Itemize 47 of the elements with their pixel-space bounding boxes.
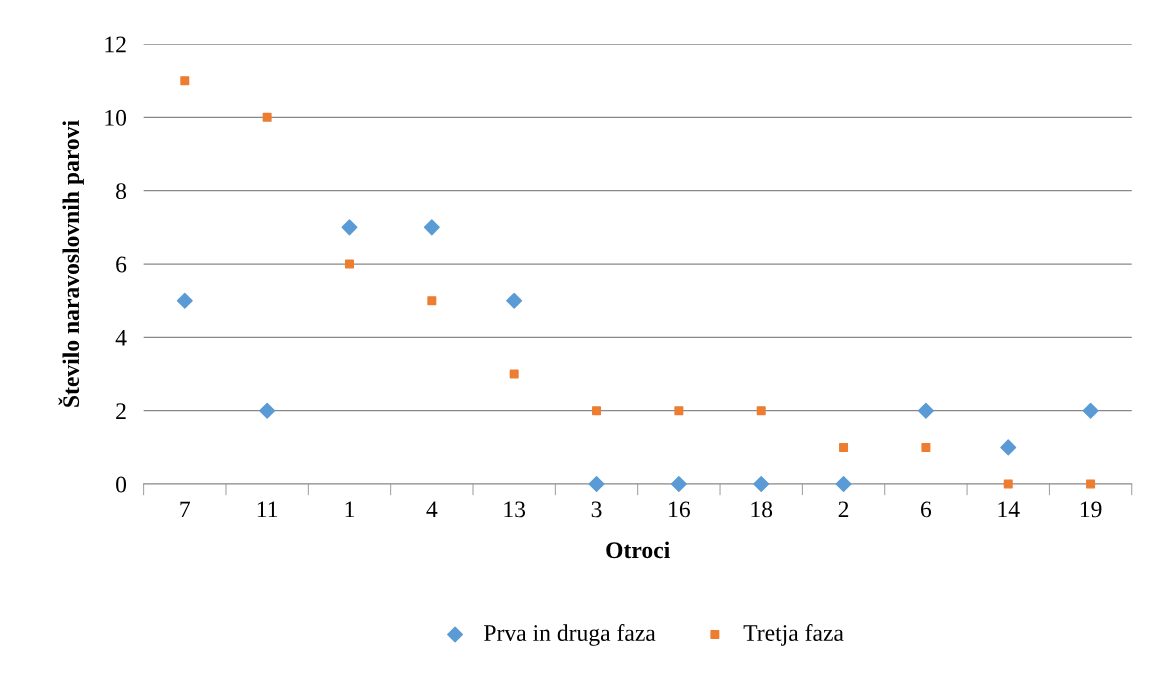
- y-tick-label: 4: [115, 330, 127, 346]
- point: [756, 406, 766, 416]
- point: [921, 442, 931, 452]
- point: [176, 292, 193, 309]
- x-tick-label: 1: [345, 501, 354, 518]
- point: [262, 112, 272, 122]
- x-tick-label: 3: [591, 501, 602, 518]
- x-tick-label: 18: [751, 501, 773, 518]
- point: [588, 476, 605, 493]
- point: [259, 402, 276, 419]
- point: [423, 219, 440, 236]
- legend-label: Tretja faza: [743, 624, 844, 646]
- y-tick-label: 8: [116, 183, 127, 200]
- x-axis-title: Otroci: [606, 541, 670, 559]
- point: [592, 406, 602, 416]
- point: [341, 219, 358, 236]
- x-tick-label: 13: [504, 501, 526, 518]
- x-tick-label: 2: [838, 501, 849, 518]
- point: [1000, 439, 1017, 456]
- y-tick-label: 10: [105, 109, 127, 126]
- point: [509, 369, 519, 379]
- point: [427, 296, 437, 306]
- y-tick-label: 2: [116, 403, 126, 419]
- y-axis-title: Število naravoslovnih parovi: [58, 120, 84, 407]
- x-tick-label: 19: [1080, 501, 1102, 518]
- point: [835, 476, 852, 493]
- point: [753, 476, 770, 493]
- point: [674, 406, 684, 416]
- x-tick-label: 16: [669, 501, 690, 518]
- point: [344, 259, 354, 269]
- point: [506, 292, 523, 309]
- legend-label: Prva in druga faza: [484, 624, 656, 646]
- x-tick-label: 6: [921, 501, 932, 518]
- point: [917, 402, 934, 419]
- x-tick-label: 11: [257, 501, 278, 518]
- point: [839, 442, 849, 452]
- y-tick-label: 0: [116, 476, 127, 493]
- point: [670, 476, 687, 493]
- point: [1086, 479, 1096, 489]
- x-tick-label: 7: [180, 501, 191, 518]
- x-tick-label: 4: [426, 501, 438, 518]
- y-tick-label: 6: [116, 256, 127, 273]
- point: [1003, 479, 1013, 489]
- point: [1082, 402, 1099, 419]
- x-tick-label: 14: [998, 501, 1020, 518]
- point: [180, 76, 190, 86]
- y-tick-label: 12: [105, 36, 126, 53]
